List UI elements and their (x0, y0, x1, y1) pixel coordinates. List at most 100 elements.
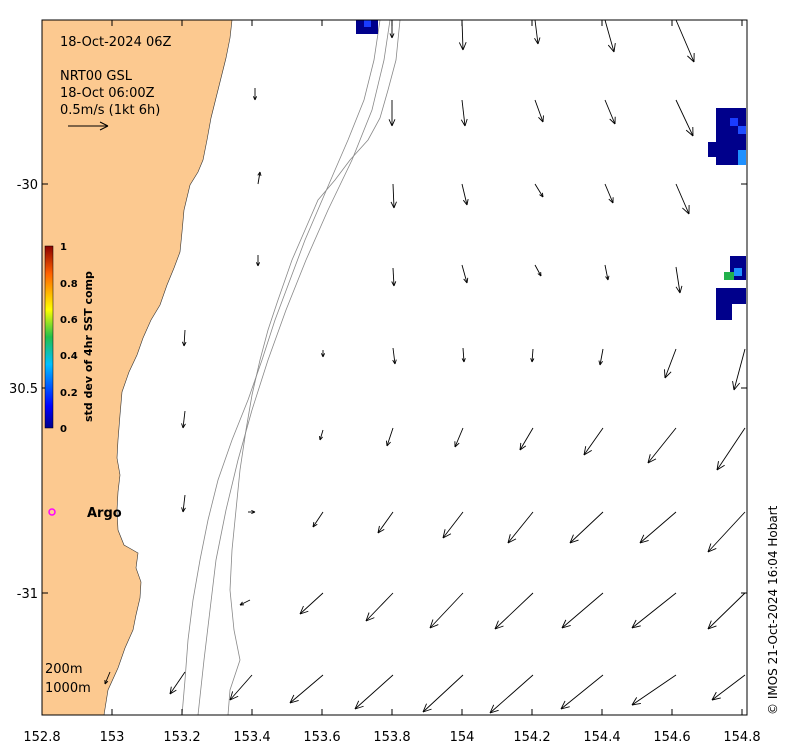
current-vector (534, 264, 542, 277)
current-vector (319, 429, 324, 441)
header-product: NRT00 GSL (60, 69, 133, 84)
current-vector (229, 674, 253, 701)
x-tick-label: 152.8 (23, 730, 60, 745)
y-axis: -30 30.5 -31 (9, 178, 747, 602)
current-vector (716, 427, 746, 471)
y-tick-label: -30 (17, 178, 38, 193)
colorbar-tick: 0.6 (60, 315, 78, 326)
current-vector (388, 100, 396, 127)
current-vector (707, 592, 746, 630)
land-coastline (41, 19, 233, 716)
sst-cells-top (356, 20, 378, 34)
current-vector (489, 674, 534, 714)
current-vector (561, 592, 604, 629)
argo-label: Argo (87, 506, 122, 521)
current-vector (675, 183, 690, 215)
current-vector (732, 348, 746, 391)
isobath-200m (227, 19, 401, 716)
current-vector (494, 592, 534, 630)
x-tick-label: 154.8 (723, 730, 760, 745)
current-vector (257, 171, 262, 185)
colorbar-tick: 0 (60, 424, 67, 435)
current-vector (169, 671, 186, 695)
current-vector (519, 427, 534, 451)
current-vector (442, 511, 464, 539)
current-vector (392, 347, 397, 365)
current-vector (460, 99, 468, 127)
current-vector (320, 350, 326, 358)
current-vector (312, 511, 324, 528)
sst-cells-right-1 (708, 108, 746, 165)
colorbar-tick: 0.8 (60, 279, 78, 290)
current-vector (560, 674, 604, 710)
current-vector (604, 264, 610, 281)
current-vector (707, 511, 746, 553)
sst-cells-right-2 (716, 256, 746, 320)
plot-frame (41, 19, 748, 716)
current-vector (604, 183, 614, 204)
current-vector (429, 592, 464, 629)
current-vector (534, 19, 541, 45)
argo-marker (48, 508, 56, 516)
current-vector (604, 99, 616, 125)
header-time: 18-Oct 06:00Z (60, 86, 155, 101)
colorbar-label: std dev of 4hr SST comp (82, 271, 95, 422)
current-vector (239, 599, 251, 606)
isobath-label-1000: 1000m (45, 681, 91, 696)
current-vector (675, 19, 695, 63)
x-tick-label: 153.4 (233, 730, 270, 745)
scale-arrow (68, 121, 109, 131)
current-vector (507, 511, 534, 544)
x-tick-label: 154.6 (653, 730, 690, 745)
current-vector (675, 99, 694, 137)
current-vector (255, 255, 261, 267)
header-scale: 0.5m/s (1kt 6h) (60, 103, 160, 118)
current-vector (422, 674, 464, 713)
current-vector (530, 348, 535, 363)
current-vector (583, 427, 604, 456)
credit-text: © IMOS 21-Oct-2024 16:04 Hobart (766, 505, 780, 715)
isobath-1000m (181, 19, 381, 716)
x-tick-label: 153.8 (373, 730, 410, 745)
current-vector (711, 674, 746, 701)
colorbar-tick: 0.4 (60, 351, 78, 362)
header-date: 18-Oct-2024 06Z (60, 35, 172, 50)
current-vector (365, 592, 394, 622)
current-vector (390, 183, 397, 209)
isobath-1000m-b (197, 19, 391, 716)
current-vector (664, 348, 677, 379)
colorbar-ticks: 0 0.2 0.4 0.6 0.8 1 (60, 242, 78, 435)
current-vector (104, 671, 111, 685)
current-vector (461, 183, 469, 206)
current-vector (354, 674, 394, 710)
current-vector (181, 410, 186, 429)
current-vector (181, 494, 186, 513)
x-tick-label: 154 (450, 730, 475, 745)
colorbar-tick: 1 (60, 242, 67, 253)
x-tick-label: 153 (100, 730, 125, 745)
colorbar (44, 245, 54, 429)
y-tick-label: -31 (17, 587, 38, 602)
current-vector (252, 88, 258, 101)
current-vector (647, 427, 677, 464)
current-vector (461, 264, 469, 284)
current-vector (461, 347, 466, 363)
current-vector (604, 19, 616, 53)
current-vector (391, 267, 397, 287)
current-vector (534, 183, 544, 198)
colorbar-tick: 0.2 (60, 388, 78, 399)
current-vector (569, 511, 604, 544)
current-vector (386, 427, 394, 447)
current-vector (454, 427, 464, 448)
current-vector (534, 99, 544, 123)
current-vector (377, 511, 394, 534)
current-vector (248, 509, 256, 515)
x-tick-label: 153.6 (303, 730, 340, 745)
current-vector (299, 592, 324, 615)
y-tick-label: 30.5 (9, 382, 38, 397)
current-vector (675, 266, 683, 294)
current-vector (631, 674, 677, 706)
x-tick-label: 154.2 (513, 730, 550, 745)
current-vector (289, 674, 324, 704)
